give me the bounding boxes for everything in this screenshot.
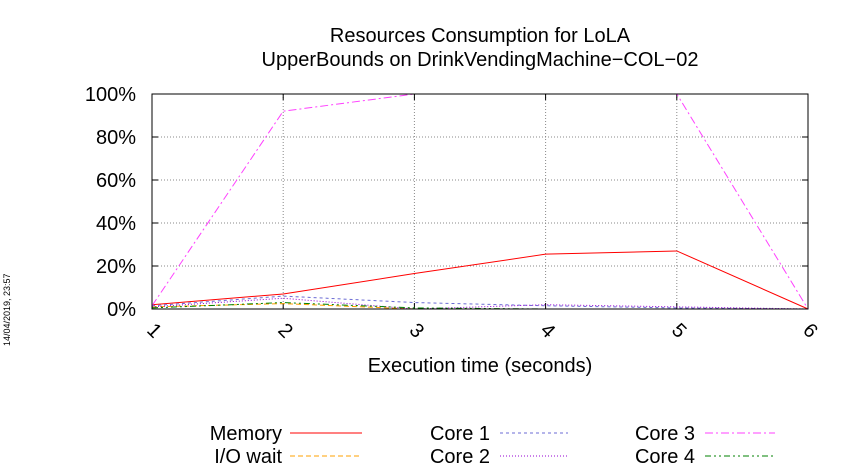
series-line-memory [151, 250, 809, 310]
series-line-core-3 [151, 93, 809, 310]
chart-title: Resources Consumption for LoLA [330, 25, 631, 47]
legend-label-core-1: Core 1 [430, 423, 490, 445]
legend-label-i-o-wait: I/O wait [214, 446, 282, 468]
y-tick-label: 0% [107, 299, 136, 321]
chart-subtitle: UpperBounds on DrinkVendingMachine−COL−0… [262, 49, 699, 71]
y-tick-label: 40% [96, 213, 136, 235]
y-tick-label: 100% [85, 84, 136, 106]
x-tick-label: 6 [798, 319, 821, 342]
legend-label-core-4: Core 4 [635, 446, 695, 468]
series-lines [151, 93, 809, 310]
x-tick-label: 2 [273, 319, 296, 342]
timestamp-stamp: 14/04/2019, 23:57 [2, 273, 12, 356]
x-tick-label: 4 [536, 319, 559, 342]
legend-label-core-2: Core 2 [430, 446, 490, 468]
x-axis-label: Execution time (seconds) [368, 355, 593, 377]
y-tick-label: 80% [96, 127, 136, 149]
legend-label-core-3: Core 3 [635, 423, 695, 445]
plot-frame [151, 93, 809, 310]
y-tick-label: 60% [96, 170, 136, 192]
grid [152, 94, 808, 309]
timestamp: 14/04/2019, 23:57 [2, 273, 12, 346]
legend-label-memory: Memory [210, 423, 282, 445]
series-line-core-1 [151, 295, 809, 310]
x-tick-label: 3 [405, 319, 428, 342]
y-tick-label: 20% [96, 256, 136, 278]
x-tick-label: 5 [667, 319, 690, 342]
x-tick-label: 1 [142, 319, 165, 342]
